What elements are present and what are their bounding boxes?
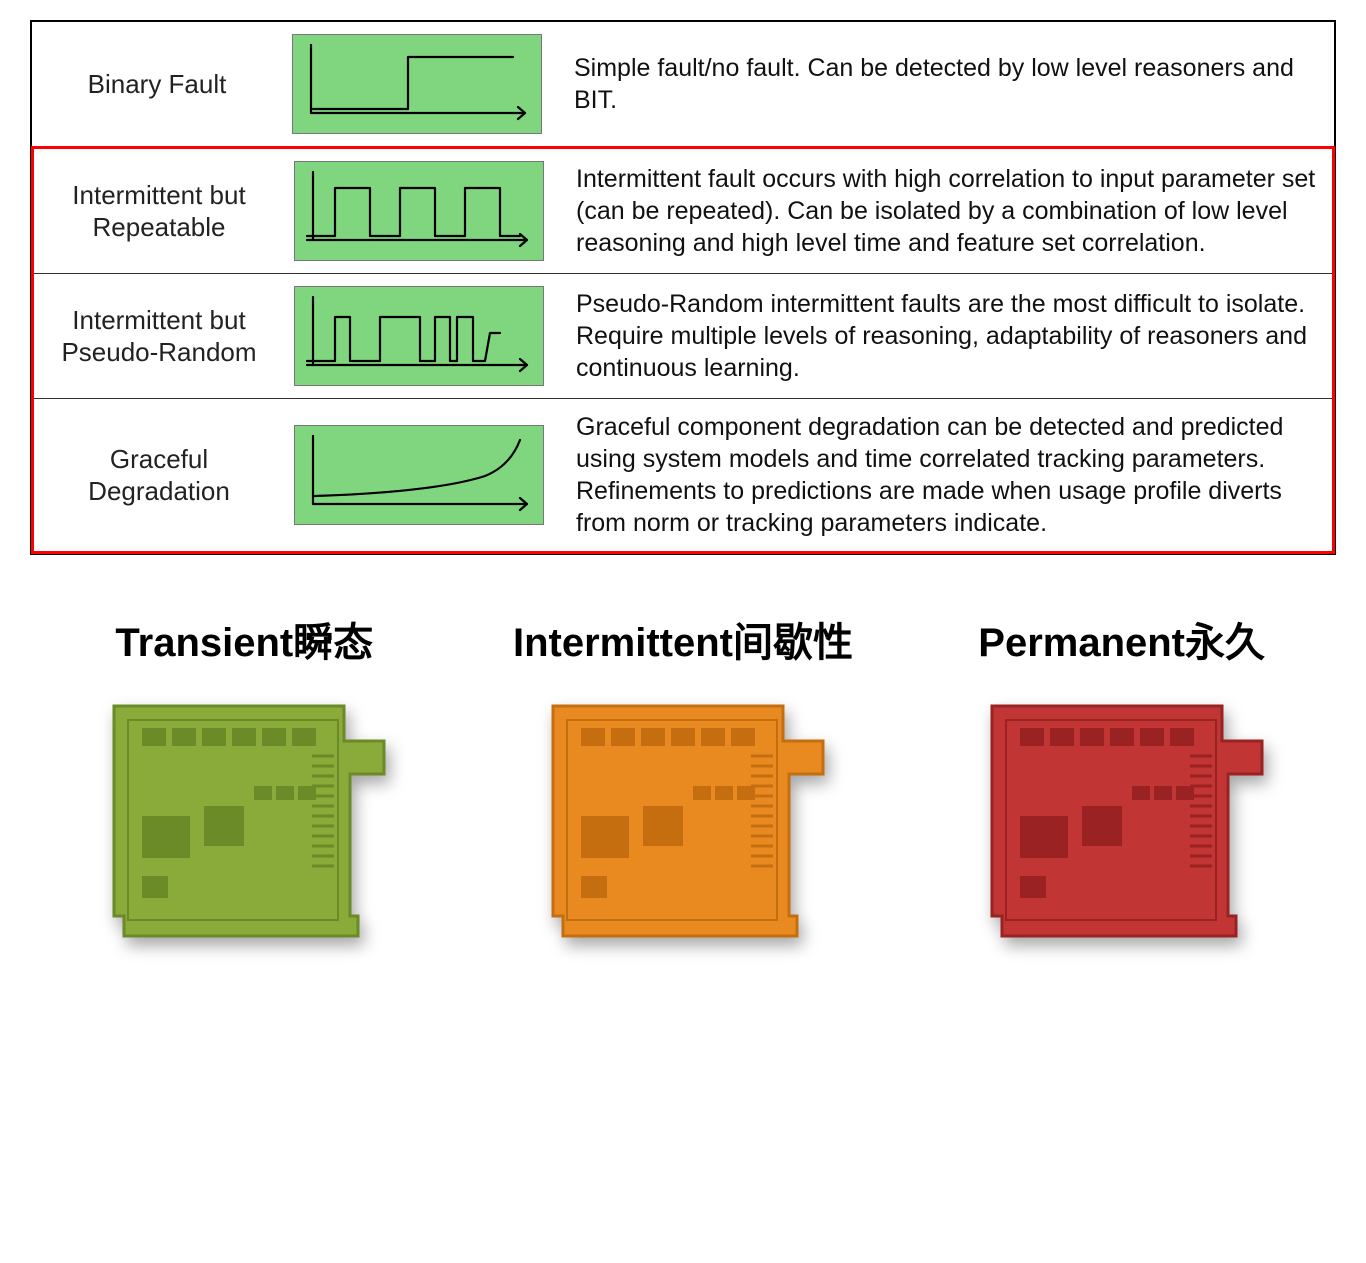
ecu-body xyxy=(114,706,384,936)
state-label-en: Transient xyxy=(115,621,293,665)
ecu-icon-intermittent xyxy=(533,686,833,956)
waveform-cell xyxy=(282,22,552,146)
row-description: Intermittent fault occurs with high corr… xyxy=(554,149,1332,273)
row-label: Binary Fault xyxy=(32,22,282,146)
waveform-cell xyxy=(284,274,554,398)
state-label-cn: 永久 xyxy=(1185,621,1265,665)
ecu-body xyxy=(992,706,1262,936)
waveform-step-up xyxy=(292,34,542,134)
fault-states-row: Transient瞬态 xyxy=(30,610,1336,956)
row-description: Simple fault/no fault. Can be detected b… xyxy=(552,22,1334,146)
waveform-curve xyxy=(315,440,520,496)
state-permanent: Permanent永久 xyxy=(913,610,1331,956)
waveform-path xyxy=(307,297,527,371)
waveform-cell xyxy=(284,399,554,551)
table-row-intermittent-pseudo-random: Intermittent but Pseudo-Random Pseudo-Ra… xyxy=(34,274,1332,399)
table-row-binary: Binary Fault Simple fault/no fault. Can … xyxy=(32,22,1334,147)
waveform-square-random xyxy=(294,286,544,386)
state-label-cn: 间歇性 xyxy=(733,621,853,665)
ecu-icon-permanent xyxy=(972,686,1272,956)
row-description: Graceful component degradation can be de… xyxy=(554,399,1332,551)
waveform-square-regular xyxy=(294,161,544,261)
waveform-rising-curve xyxy=(294,425,544,525)
highlighted-fault-group: Intermittent but Repeatable Intermittent… xyxy=(31,146,1335,554)
fault-types-table: Binary Fault Simple fault/no fault. Can … xyxy=(30,20,1336,555)
state-label-cn: 瞬态 xyxy=(293,621,373,665)
waveform-path xyxy=(311,45,525,119)
state-intermittent: Intermittent间歇性 xyxy=(474,610,892,956)
state-title: Transient瞬态 xyxy=(115,610,373,668)
ecu-icon-transient xyxy=(94,686,394,956)
table-row-intermittent-repeatable: Intermittent but Repeatable Intermittent… xyxy=(34,149,1332,274)
waveform-axes xyxy=(313,436,527,510)
state-title: Intermittent间歇性 xyxy=(513,610,853,668)
waveform-cell xyxy=(284,149,554,273)
state-label-en: Permanent xyxy=(978,621,1185,665)
state-label-en: Intermittent xyxy=(513,621,733,665)
row-description: Pseudo-Random intermittent faults are th… xyxy=(554,274,1332,398)
row-label: Intermittent but Pseudo-Random xyxy=(34,274,284,398)
row-label: Intermittent but Repeatable xyxy=(34,149,284,273)
waveform-path xyxy=(307,172,527,246)
state-title: Permanent永久 xyxy=(978,610,1265,668)
state-transient: Transient瞬态 xyxy=(35,610,453,956)
row-label: Graceful Degradation xyxy=(34,399,284,551)
table-row-graceful-degradation: Graceful Degradation Graceful component … xyxy=(34,399,1332,551)
ecu-body xyxy=(553,706,823,936)
